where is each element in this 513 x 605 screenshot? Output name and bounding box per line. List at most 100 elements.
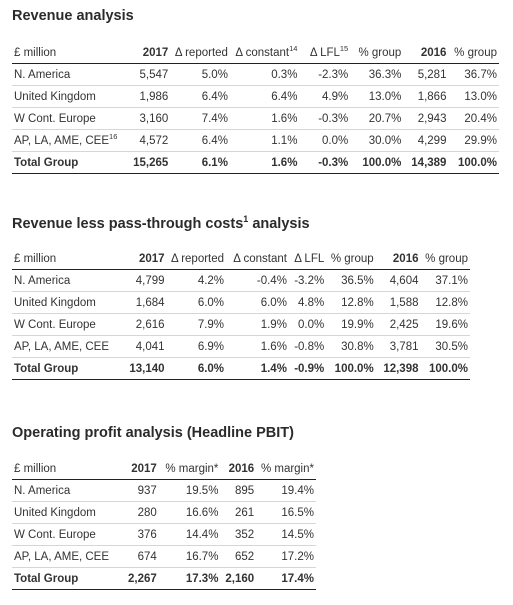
table-row: AP, LA, AME, CEE 4,041 6.9% 1.6% -0.8% 3… <box>12 335 470 358</box>
group-pct-2016: 37.1% <box>420 269 470 292</box>
header-2017: 2017 <box>121 458 159 480</box>
delta-reported: 7.9% <box>166 313 227 336</box>
total-2016: 2,160 <box>220 567 257 590</box>
region-cell: W Cont. Europe <box>12 313 122 336</box>
header-2016: 2016 <box>220 458 257 480</box>
value-2017: 280 <box>121 501 159 524</box>
region-cell: United Kingdom <box>12 291 122 314</box>
region-footnote: 16 <box>109 131 118 141</box>
revenue-title: Revenue analysis <box>12 8 134 24</box>
region-cell: AP, LA, AME, CEE <box>12 545 122 568</box>
group-pct: 30.8% <box>326 335 376 358</box>
table-row: United Kingdom 1,684 6.0% 6.0% 4.8% 12.8… <box>12 291 470 314</box>
header-delta-constant-label: Δ constant <box>235 46 290 59</box>
header-delta-reported: Δ reported <box>170 42 230 64</box>
value-2016: 2,425 <box>375 313 421 336</box>
delta-reported: 5.0% <box>170 63 230 86</box>
total-group-pct-2016: 100.0% <box>448 151 499 174</box>
revenue-table: £ million 2017 Δ reported Δ constant14 Δ… <box>12 42 499 174</box>
margin-2017: 14.4% <box>158 523 221 546</box>
delta-constant: 1.1% <box>229 129 300 152</box>
header-unit: £ million <box>12 42 124 64</box>
table-row: W Cont. Europe 3,160 7.4% 1.6% -0.3% 20.… <box>12 107 499 130</box>
group-pct: 20.7% <box>350 107 404 130</box>
value-2016: 652 <box>220 545 257 568</box>
value-2016: 895 <box>220 479 257 502</box>
value-2016: 352 <box>220 523 257 546</box>
header-2017: 2017 <box>121 248 167 270</box>
delta-lfl: 0.0% <box>299 129 351 152</box>
delta-constant: 6.0% <box>226 291 289 314</box>
group-pct-2016: 20.4% <box>448 107 499 130</box>
value-2017: 4,799 <box>121 269 167 292</box>
rlpt-title-text: Revenue less pass-through costs <box>12 216 244 232</box>
delta-reported: 7.4% <box>170 107 230 130</box>
margin-2017: 16.7% <box>158 545 221 568</box>
header-2016: 2016 <box>375 248 421 270</box>
value-2016: 261 <box>220 501 257 524</box>
region-cell: N. America <box>12 269 122 292</box>
group-pct: 30.0% <box>350 129 404 152</box>
header-2017: 2017 <box>123 42 171 64</box>
total-delta-constant: 1.4% <box>226 357 289 380</box>
value-2017: 2,616 <box>121 313 167 336</box>
margin-2017: 19.5% <box>158 479 221 502</box>
delta-constant: 1.6% <box>229 107 300 130</box>
margin-2017: 16.6% <box>158 501 221 524</box>
delta-lfl: -0.8% <box>288 335 327 358</box>
total-row: Total Group 2,267 17.3% 2,160 17.4% <box>12 567 316 590</box>
group-pct-2016: 29.9% <box>448 129 499 152</box>
delta-constant: 1.9% <box>226 313 289 336</box>
group-pct-2016: 13.0% <box>448 85 499 108</box>
header-delta-lfl-footnote: 15 <box>339 43 349 53</box>
group-pct: 36.5% <box>326 269 376 292</box>
delta-lfl: -2.3% <box>299 63 351 86</box>
delta-constant: 1.6% <box>226 335 289 358</box>
value-2016: 4,299 <box>403 129 449 152</box>
delta-reported: 4.2% <box>166 269 227 292</box>
delta-constant: -0.4% <box>226 269 289 292</box>
margin-2016: 16.5% <box>256 501 316 524</box>
value-2016: 1,588 <box>375 291 421 314</box>
total-delta-lfl: -0.9% <box>288 357 327 380</box>
region-cell: United Kingdom <box>12 85 124 108</box>
group-pct-2016: 30.5% <box>420 335 470 358</box>
total-label: Total Group <box>12 151 124 174</box>
delta-reported: 6.0% <box>166 291 227 314</box>
region-cell: AP, LA, AME, CEE16 <box>12 129 124 152</box>
pbit-header-row: £ million 2017 % margin* 2016 % margin* <box>12 458 316 480</box>
total-group-pct: 100.0% <box>326 357 376 380</box>
value-2017: 376 <box>121 523 159 546</box>
group-pct-2016: 36.7% <box>448 63 499 86</box>
header-delta-constant-footnote: 14 <box>289 43 298 53</box>
total-delta-reported: 6.0% <box>166 357 227 380</box>
delta-lfl: -3.2% <box>288 269 327 292</box>
total-group-pct: 100.0% <box>350 151 404 174</box>
region-cell: W Cont. Europe <box>12 107 124 130</box>
total-2017: 2,267 <box>121 567 159 590</box>
total-row: Total Group 13,140 6.0% 1.4% -0.9% 100.0… <box>12 357 470 380</box>
margin-2016: 17.2% <box>256 545 316 568</box>
region-label: AP, LA, AME, CEE <box>14 134 110 147</box>
header-delta-reported: Δ reported <box>166 248 227 270</box>
total-delta-lfl: -0.3% <box>299 151 351 174</box>
total-2017: 13,140 <box>121 357 167 380</box>
value-2017: 5,547 <box>123 63 171 86</box>
header-2016: 2016 <box>403 42 449 64</box>
group-pct-2016: 19.6% <box>420 313 470 336</box>
header-delta-constant: Δ constant14 <box>229 42 300 64</box>
revenue-section: Revenue analysis £ million 2017 Δ report… <box>12 8 499 174</box>
region-cell: United Kingdom <box>12 501 122 524</box>
table-row: N. America 4,799 4.2% -0.4% -3.2% 36.5% … <box>12 269 470 292</box>
header-delta-lfl: Δ LFL15 <box>299 42 351 64</box>
delta-lfl: -0.3% <box>299 107 351 130</box>
header-delta-constant: Δ constant <box>226 248 289 270</box>
header-group-pct: % group <box>326 248 376 270</box>
table-row: AP, LA, AME, CEE16 4,572 6.4% 1.1% 0.0% … <box>12 129 499 152</box>
region-cell: AP, LA, AME, CEE <box>12 335 122 358</box>
region-cell: N. America <box>12 63 124 86</box>
value-2016: 5,281 <box>403 63 449 86</box>
delta-reported: 6.9% <box>166 335 227 358</box>
total-delta-reported: 6.1% <box>170 151 230 174</box>
value-2017: 1,684 <box>121 291 167 314</box>
